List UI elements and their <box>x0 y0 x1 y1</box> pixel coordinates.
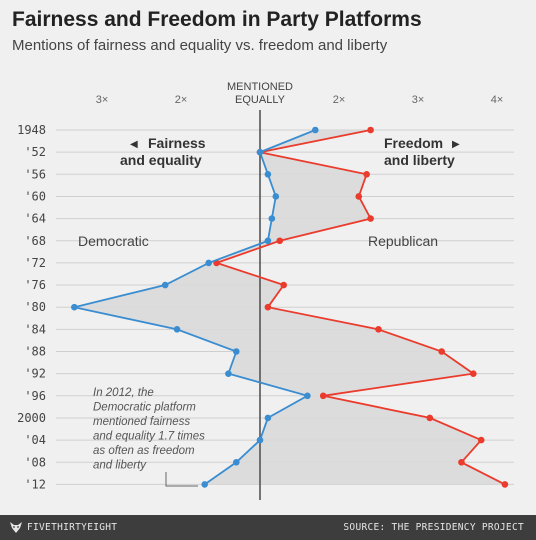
republican-point <box>355 193 363 200</box>
democratic-point <box>225 370 232 377</box>
republican-point <box>363 171 370 178</box>
x-tick-label: 2× <box>333 94 346 106</box>
republican-point <box>375 326 382 333</box>
year-label: '92 <box>24 367 46 381</box>
brand: FIVETHIRTYEIGHT <box>10 522 117 533</box>
left-label-line: Fairness <box>148 135 206 151</box>
brand-name: FIVETHIRTYEIGHT <box>27 522 118 533</box>
year-label: '60 <box>24 189 46 203</box>
footer-bar: FIVETHIRTYEIGHT SOURCE: THE PRESIDENCY P… <box>0 515 536 540</box>
fivethirtyeight-fox-icon <box>10 522 22 533</box>
republican-point <box>280 281 288 289</box>
year-label: '52 <box>24 145 46 159</box>
republican-point <box>319 392 327 400</box>
center-label-line: EQUALLY <box>235 94 286 106</box>
year-label: '88 <box>24 345 46 359</box>
left-arrow-icon: ◀ <box>130 139 138 150</box>
democratic-point <box>233 458 240 466</box>
democratic-point <box>256 436 264 444</box>
democratic-point <box>268 215 276 222</box>
annotation-line: as often as freedom <box>93 445 195 457</box>
democratic-point <box>161 281 169 289</box>
annotation-leader <box>165 472 198 487</box>
democratic-point <box>233 348 240 355</box>
democratic-point <box>272 193 280 200</box>
source-credit: SOURCE: THE PRESIDENCY PROJECT <box>343 522 524 533</box>
x-tick-label: 4× <box>491 94 504 106</box>
annotation-line: and liberty <box>93 460 147 472</box>
annotation-line: Democratic platform <box>93 402 196 414</box>
year-label: '04 <box>24 433 46 447</box>
center-label-line: MENTIONED <box>227 81 293 93</box>
year-label: 2000 <box>17 411 46 425</box>
democratic-point <box>312 126 319 134</box>
year-label: 1948 <box>17 123 46 137</box>
democratic-point <box>201 481 208 488</box>
democratic-point <box>304 392 311 400</box>
year-label: '72 <box>24 256 46 270</box>
chart-subtitle: Mentions of fairness and equality vs. fr… <box>12 37 388 54</box>
year-label: '56 <box>24 167 46 181</box>
democratic-point <box>173 326 181 333</box>
republican-point <box>438 348 446 355</box>
gap-area <box>74 130 505 485</box>
x-tick-label: 3× <box>412 94 425 106</box>
year-label: '64 <box>24 212 46 226</box>
annotation-line: mentioned fairness <box>93 416 190 428</box>
democratic-series-label: Democratic <box>78 233 149 249</box>
republican-point <box>367 215 374 222</box>
annotation-line: and equality 1.7 times <box>93 431 205 443</box>
republican-point <box>426 414 434 422</box>
republican-point <box>264 303 272 311</box>
republican-point <box>367 126 374 134</box>
democratic-point <box>264 237 272 245</box>
year-label: '96 <box>24 389 46 403</box>
democratic-point <box>205 259 212 267</box>
republican-series-label: Republican <box>368 233 438 249</box>
year-label: '80 <box>24 300 46 314</box>
democratic-point <box>71 303 78 311</box>
democratic-point <box>264 171 272 178</box>
year-label: '08 <box>24 455 46 469</box>
right-arrow-icon: ▶ <box>452 139 460 150</box>
republican-point <box>501 481 509 488</box>
republican-point <box>458 458 465 466</box>
right-label-line: and liberty <box>384 152 455 168</box>
democratic-point <box>256 148 264 156</box>
democratic-point <box>264 414 272 422</box>
republican-point <box>470 370 477 377</box>
right-label-line: Freedom <box>384 135 443 151</box>
year-label: '84 <box>24 322 46 336</box>
x-tick-label: 3× <box>96 94 109 106</box>
annotation-line: In 2012, the <box>93 387 154 399</box>
year-label: '12 <box>24 477 46 491</box>
republican-point <box>276 237 284 245</box>
chart-title: Fairness and Freedom in Party Platforms <box>12 8 422 31</box>
year-label: '68 <box>24 234 46 248</box>
x-tick-label: 2× <box>175 94 188 106</box>
left-label-line: and equality <box>120 152 202 168</box>
year-label: '76 <box>24 278 46 292</box>
republican-point <box>477 436 485 444</box>
